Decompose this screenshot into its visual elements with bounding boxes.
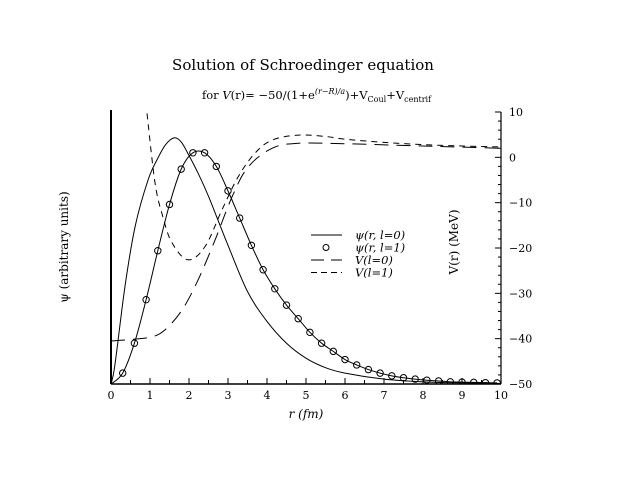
data-point	[165, 200, 174, 209]
data-point	[259, 266, 267, 274]
x-tick-label: 8	[420, 389, 427, 402]
legend-label: V(l=1)	[355, 266, 393, 280]
data-point	[446, 378, 454, 384]
x-tick-label: 6	[342, 389, 349, 402]
data-point	[481, 378, 490, 384]
data-point	[271, 285, 279, 293]
plot-area	[111, 110, 501, 384]
data-point	[458, 378, 466, 384]
data-point	[364, 365, 373, 374]
data-point	[236, 214, 244, 222]
data-point	[247, 241, 256, 249]
y-axis-left-label: ψ (arbitrary units)	[57, 191, 71, 302]
data-point	[119, 369, 127, 377]
series-line-2	[111, 142, 501, 342]
right-tick-label: 10	[509, 106, 523, 119]
data-point	[224, 187, 232, 195]
data-point	[376, 369, 384, 377]
data-point	[142, 295, 150, 304]
axes: 0 1 2 3 4 5 6 7 8 9 10 10 0 −10 −20 −30 −40 −50	[108, 106, 533, 402]
data-point	[154, 247, 162, 255]
x-tick-label: 0	[108, 389, 115, 402]
x-tick-label: 5	[303, 389, 310, 402]
x-tick-label: 2	[186, 389, 193, 402]
x-tick-label: 4	[264, 389, 271, 402]
x-tick-label: 1	[147, 389, 154, 402]
chart-title: Solution of Schroedinger equation	[172, 56, 434, 74]
data-point	[306, 328, 314, 337]
x-tick-label: 7	[381, 389, 388, 402]
legend-label: ψ(r, l=1)	[355, 241, 405, 255]
legend: ψ(r, l=0)ψ(r, l=1)V(l=0)V(l=1)	[311, 228, 405, 280]
right-tick-label: −20	[509, 242, 532, 255]
legend-marker-circle	[322, 244, 330, 251]
x-axis-label: r (fm)	[289, 407, 324, 421]
right-tick-label: −30	[509, 287, 532, 300]
data-point	[341, 355, 349, 364]
data-point	[434, 377, 443, 384]
data-point	[212, 162, 221, 171]
data-point	[282, 301, 291, 309]
right-tick-label: −40	[509, 333, 532, 346]
data-point	[411, 375, 419, 383]
x-tick-label: 3	[225, 389, 232, 402]
data-point	[177, 165, 185, 173]
data-point	[130, 339, 139, 347]
data-point	[200, 149, 209, 157]
data-point	[399, 374, 408, 382]
series-group	[111, 110, 501, 384]
x-tick-label: 10	[494, 389, 508, 402]
y-axis-right-label: V(r) (MeV)	[447, 210, 461, 276]
series-line-3	[146, 110, 501, 261]
legend-label: ψ(r, l=0)	[355, 228, 405, 242]
data-point	[388, 372, 396, 380]
data-point	[294, 315, 302, 323]
x-tick-label: 9	[459, 389, 466, 402]
data-point	[493, 379, 501, 384]
right-tick-label: 0	[509, 151, 516, 164]
right-tick-label: −50	[509, 378, 532, 391]
series-line-0	[111, 137, 501, 384]
series-line-1	[111, 150, 498, 384]
data-point	[317, 339, 326, 347]
data-point	[470, 378, 478, 384]
chart-subtitle: for V(r)= −50/(1+e(r−R)/a)+VCoul+Vcentri…	[202, 87, 432, 104]
right-tick-label: −10	[509, 197, 532, 210]
data-point	[423, 376, 431, 384]
legend-label: V(l=0)	[355, 253, 393, 267]
data-point	[329, 347, 337, 356]
data-point	[189, 149, 197, 157]
data-point	[353, 361, 361, 369]
